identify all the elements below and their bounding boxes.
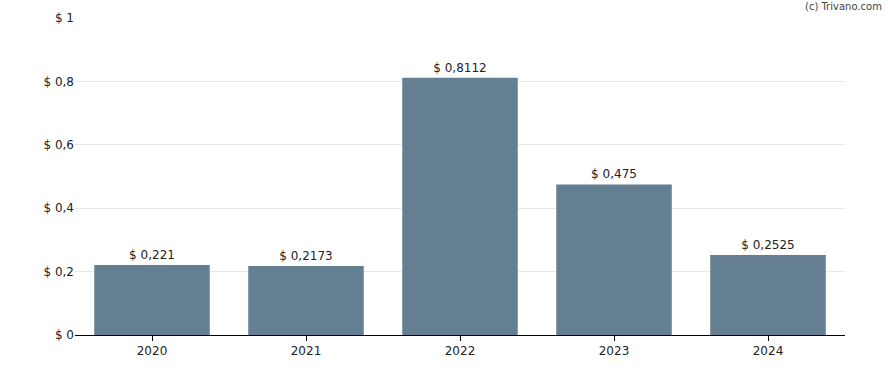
svg-text:2020: 2020 [137, 344, 168, 358]
svg-text:2022: 2022 [445, 344, 476, 358]
svg-text:2021: 2021 [291, 344, 322, 358]
svg-text:$ 0,4: $ 0,4 [43, 201, 74, 215]
svg-text:$ 0,6: $ 0,6 [43, 138, 74, 152]
svg-text:(c) Trivano.com: (c) Trivano.com [805, 1, 882, 12]
svg-text:$ 0,2173: $ 0,2173 [279, 249, 332, 263]
svg-text:$ 0,475: $ 0,475 [591, 167, 637, 181]
svg-text:$ 0: $ 0 [55, 328, 74, 342]
svg-text:2023: 2023 [599, 344, 630, 358]
svg-text:$ 1: $ 1 [55, 11, 74, 25]
svg-text:2024: 2024 [753, 344, 784, 358]
svg-text:$ 0,221: $ 0,221 [129, 248, 175, 262]
svg-text:$ 0,2: $ 0,2 [43, 265, 74, 279]
svg-text:$ 0,2525: $ 0,2525 [741, 238, 794, 252]
svg-text:$ 0,8112: $ 0,8112 [433, 61, 486, 75]
svg-text:$ 0,8: $ 0,8 [43, 75, 74, 89]
